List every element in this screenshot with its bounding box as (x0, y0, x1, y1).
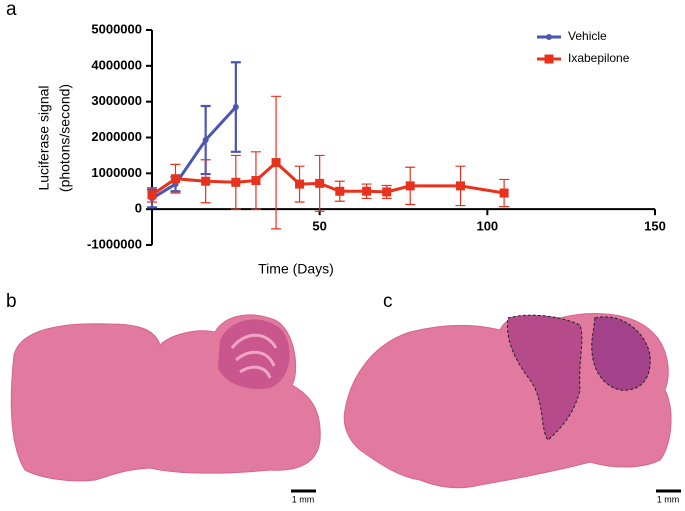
data-point (232, 104, 239, 111)
data-point (147, 190, 157, 200)
panel-label: b (6, 291, 17, 312)
y-tick-label: 4000000 (91, 57, 142, 72)
y-tick-label: 5000000 (91, 21, 142, 36)
data-point (295, 179, 305, 189)
legend-label: Vehicle (568, 29, 607, 43)
series-line (151, 106, 237, 200)
data-point (362, 186, 372, 196)
y-tick-label: 3000000 (91, 93, 142, 108)
y-axis-label: (photons/second) (57, 84, 73, 192)
panel-label: a (6, 0, 17, 20)
y-tick-label: 0 (135, 201, 142, 216)
tissue-b (10, 314, 321, 482)
data-point (201, 176, 211, 186)
y-axis-label: Luciferase signal (36, 85, 52, 190)
x-tick-label: 150 (644, 219, 666, 234)
y-tick-label: 2000000 (91, 129, 142, 144)
data-point (315, 178, 325, 188)
y-tick-label: 1000000 (91, 165, 142, 180)
legend-label: Ixabepilone (568, 51, 630, 65)
x-axis-label: Time (Days) (258, 261, 334, 277)
data-point (382, 187, 392, 197)
legend-marker (544, 54, 554, 64)
data-point (271, 158, 281, 168)
data-point (231, 177, 241, 187)
legend-marker (546, 34, 552, 40)
tissue-c (343, 313, 672, 489)
data-point (202, 137, 209, 144)
x-tick-label: 50 (312, 219, 326, 234)
y-tick-label: -1000000 (87, 236, 142, 251)
data-point (456, 181, 466, 191)
data-point (170, 174, 180, 184)
data-point (405, 181, 415, 191)
scale-bar-label: 1 mm (292, 494, 315, 504)
data-point (335, 186, 345, 196)
scale-bar-label: 1 mm (657, 494, 680, 504)
data-point (499, 188, 509, 198)
data-point (251, 176, 261, 185)
x-tick-label: 100 (476, 219, 498, 234)
panel-label: c (383, 291, 393, 312)
